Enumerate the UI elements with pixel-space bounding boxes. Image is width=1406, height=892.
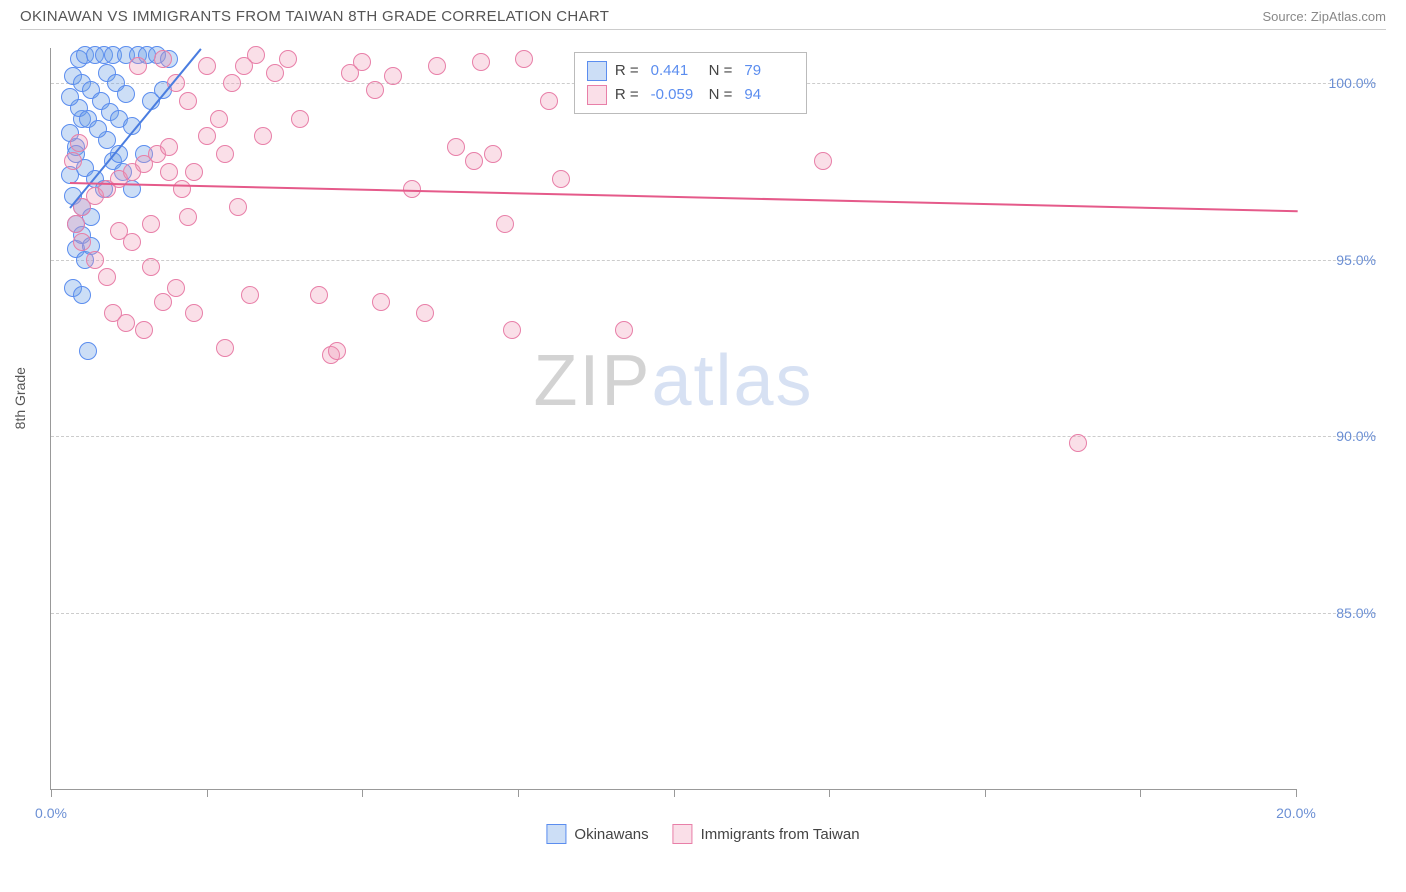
legend-swatch	[587, 85, 607, 105]
data-point	[229, 198, 247, 216]
chart-container: 8th Grade ZIPatlas 85.0%90.0%95.0%100.0%…	[20, 30, 1386, 850]
stats-legend-row: R =0.441N =79	[587, 59, 795, 83]
data-point	[160, 138, 178, 156]
y-tick-label: 85.0%	[1306, 605, 1376, 621]
x-tick-label: 0.0%	[35, 805, 67, 821]
bottom-legend: Okinawans Immigrants from Taiwan	[546, 824, 859, 844]
data-point	[540, 92, 558, 110]
data-point	[447, 138, 465, 156]
gridline	[51, 613, 1376, 614]
data-point	[515, 50, 533, 68]
x-tick	[362, 789, 363, 797]
y-tick-label: 95.0%	[1306, 252, 1376, 268]
data-point	[173, 180, 191, 198]
y-tick-label: 90.0%	[1306, 428, 1376, 444]
data-point	[198, 57, 216, 75]
data-point	[79, 342, 97, 360]
legend-label: Okinawans	[574, 826, 648, 843]
x-tick	[1296, 789, 1297, 797]
x-tick-label: 20.0%	[1276, 805, 1316, 821]
x-tick	[674, 789, 675, 797]
data-point	[110, 222, 128, 240]
data-point	[179, 92, 197, 110]
legend-swatch	[587, 61, 607, 81]
data-point	[496, 215, 514, 233]
data-point	[142, 215, 160, 233]
y-axis-label: 8th Grade	[12, 367, 28, 429]
data-point	[70, 134, 88, 152]
data-point	[223, 74, 241, 92]
x-tick	[829, 789, 830, 797]
data-point	[484, 145, 502, 163]
data-point	[247, 46, 265, 64]
data-point	[241, 286, 259, 304]
stats-legend-row: R =-0.059N =94	[587, 83, 795, 107]
legend-swatch	[546, 824, 566, 844]
x-tick	[1140, 789, 1141, 797]
stats-legend: R =0.441N =79R =-0.059N =94	[574, 52, 808, 114]
x-tick	[985, 789, 986, 797]
data-point	[89, 120, 107, 138]
data-point	[266, 64, 284, 82]
data-point	[61, 88, 79, 106]
data-point	[814, 152, 832, 170]
legend-item: Immigrants from Taiwan	[673, 824, 860, 844]
data-point	[372, 293, 390, 311]
data-point	[341, 64, 359, 82]
source-attribution: Source: ZipAtlas.com	[1262, 9, 1386, 24]
data-point	[117, 85, 135, 103]
legend-label: Immigrants from Taiwan	[701, 826, 860, 843]
gridline	[51, 436, 1376, 437]
chart-title: OKINAWAN VS IMMIGRANTS FROM TAIWAN 8TH G…	[20, 8, 609, 25]
data-point	[279, 50, 297, 68]
data-point	[210, 110, 228, 128]
y-tick-label: 100.0%	[1306, 75, 1376, 91]
data-point	[154, 293, 172, 311]
data-point	[328, 342, 346, 360]
data-point	[129, 57, 147, 75]
data-point	[465, 152, 483, 170]
source-link[interactable]: ZipAtlas.com	[1311, 9, 1386, 24]
data-point	[1069, 434, 1087, 452]
data-point	[86, 251, 104, 269]
data-point	[366, 81, 384, 99]
data-point	[416, 304, 434, 322]
legend-swatch	[673, 824, 693, 844]
data-point	[167, 279, 185, 297]
data-point	[291, 110, 309, 128]
trend-line	[70, 182, 1297, 212]
x-tick	[207, 789, 208, 797]
data-point	[73, 286, 91, 304]
data-point	[216, 145, 234, 163]
data-point	[216, 339, 234, 357]
x-tick	[51, 789, 52, 797]
data-point	[73, 233, 91, 251]
data-point	[384, 67, 402, 85]
data-point	[67, 215, 85, 233]
data-point	[503, 321, 521, 339]
x-tick	[518, 789, 519, 797]
data-point	[615, 321, 633, 339]
data-point	[154, 50, 172, 68]
data-point	[160, 163, 178, 181]
data-point	[552, 170, 570, 188]
gridline	[51, 260, 1376, 261]
watermark: ZIPatlas	[533, 340, 813, 422]
data-point	[142, 258, 160, 276]
data-point	[428, 57, 446, 75]
data-point	[179, 208, 197, 226]
data-point	[98, 268, 116, 286]
data-point	[185, 304, 203, 322]
data-point	[254, 127, 272, 145]
legend-item: Okinawans	[546, 824, 648, 844]
plot-area: ZIPatlas 85.0%90.0%95.0%100.0%0.0%20.0%R…	[50, 48, 1296, 790]
data-point	[198, 127, 216, 145]
data-point	[310, 286, 328, 304]
data-point	[472, 53, 490, 71]
data-point	[135, 321, 153, 339]
data-point	[185, 163, 203, 181]
data-point	[64, 152, 82, 170]
data-point	[117, 314, 135, 332]
